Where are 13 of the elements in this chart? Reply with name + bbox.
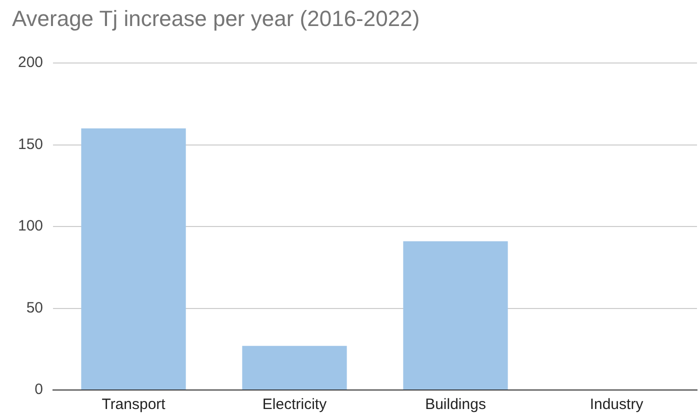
bar: [242, 346, 347, 390]
y-tick-label: 150: [18, 136, 44, 153]
bar: [403, 241, 508, 390]
x-tick-label: Industry: [590, 396, 644, 414]
chart-title: Average Tj increase per year (2016-2022): [12, 6, 420, 32]
y-tick-label: 0: [34, 381, 44, 398]
y-tick-label: 200: [18, 54, 44, 72]
y-tick-label: 100: [18, 218, 44, 235]
x-tick-label: Electricity: [262, 396, 328, 414]
y-tick-label: 50: [26, 299, 44, 316]
bar: [81, 128, 186, 390]
x-tick-label: Buildings: [425, 396, 486, 414]
x-tick-label: Transport: [102, 396, 166, 414]
